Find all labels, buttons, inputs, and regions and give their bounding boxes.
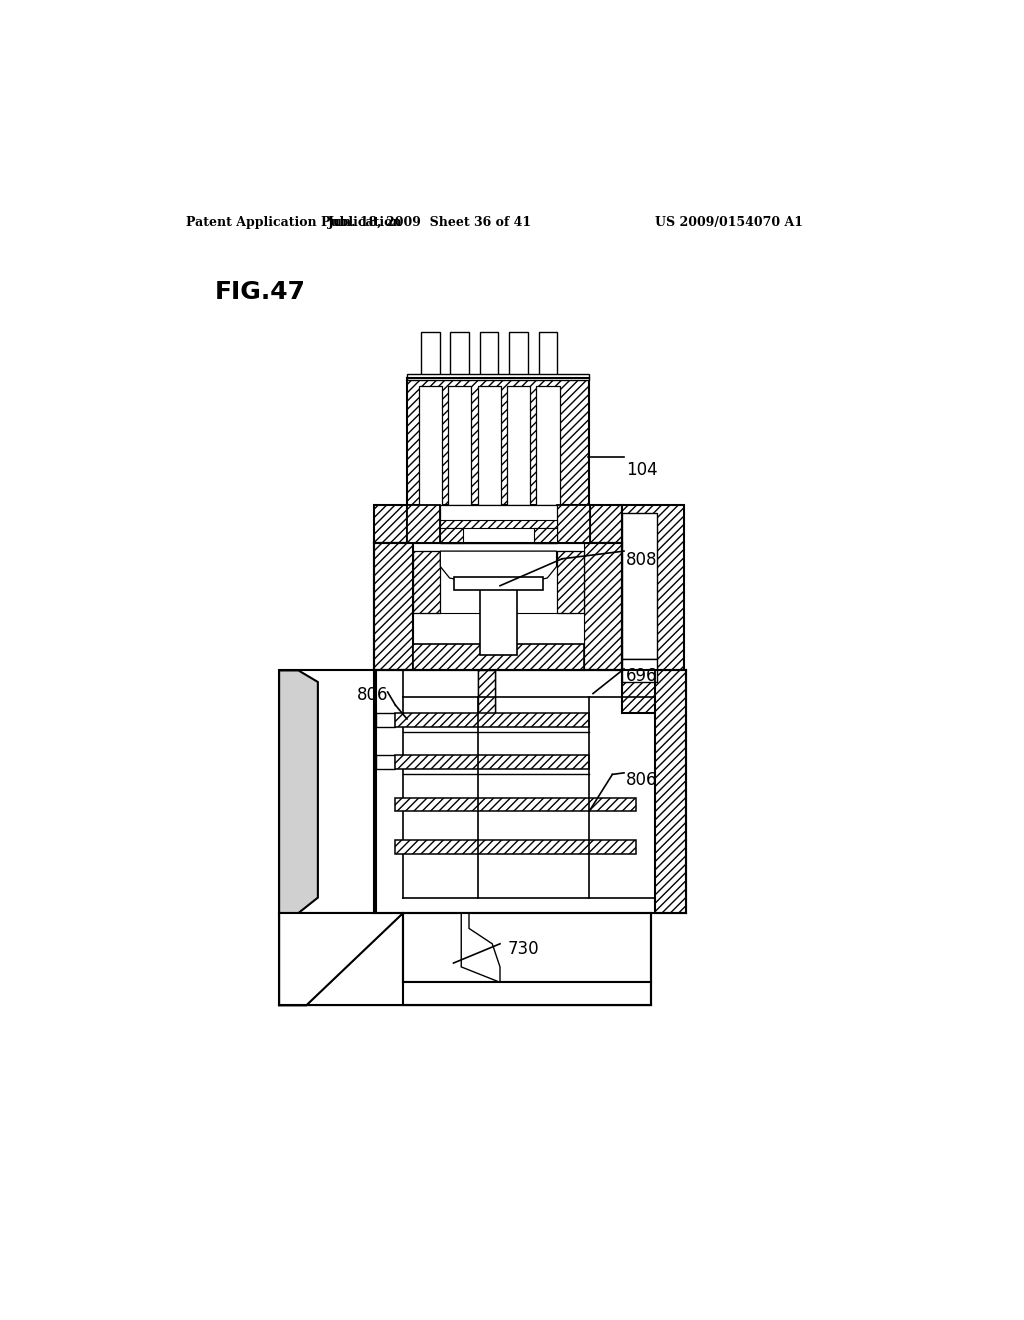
Bar: [655, 671, 686, 913]
Polygon shape: [306, 913, 651, 1006]
Bar: [480, 578, 517, 655]
Text: 806: 806: [356, 686, 388, 704]
Text: 696: 696: [627, 667, 657, 685]
Polygon shape: [440, 552, 557, 583]
Bar: [557, 506, 590, 544]
Text: 730: 730: [508, 940, 540, 958]
Bar: [407, 374, 589, 380]
Bar: [590, 506, 623, 544]
Bar: [451, 331, 469, 378]
Bar: [395, 755, 589, 770]
Bar: [421, 552, 575, 612]
Text: 808: 808: [627, 552, 657, 569]
Bar: [535, 528, 557, 544]
Bar: [557, 552, 584, 612]
Bar: [414, 544, 584, 671]
Bar: [478, 671, 496, 717]
Bar: [477, 385, 501, 506]
Bar: [395, 797, 636, 812]
Text: 104: 104: [627, 461, 658, 479]
Bar: [623, 506, 684, 713]
Bar: [454, 577, 544, 590]
Bar: [439, 506, 557, 544]
Bar: [376, 713, 395, 726]
Bar: [375, 506, 407, 544]
Bar: [375, 544, 414, 671]
Text: Patent Application Publication: Patent Application Publication: [186, 216, 401, 230]
Bar: [537, 385, 560, 506]
Bar: [419, 385, 442, 506]
Bar: [439, 520, 557, 528]
Bar: [439, 528, 463, 544]
Bar: [584, 544, 623, 671]
Bar: [395, 840, 636, 854]
Bar: [403, 913, 651, 982]
Polygon shape: [280, 913, 403, 1006]
Bar: [407, 506, 439, 544]
Bar: [376, 755, 395, 770]
Bar: [414, 552, 440, 612]
Bar: [539, 331, 557, 378]
Polygon shape: [280, 671, 317, 913]
Bar: [623, 659, 657, 682]
Bar: [421, 331, 439, 378]
Bar: [395, 713, 589, 726]
Bar: [449, 385, 471, 506]
Polygon shape: [461, 913, 500, 982]
Bar: [407, 378, 589, 506]
Text: 806: 806: [627, 771, 657, 788]
Text: Jun. 18, 2009  Sheet 36 of 41: Jun. 18, 2009 Sheet 36 of 41: [328, 216, 532, 230]
Bar: [414, 644, 584, 671]
Bar: [507, 385, 530, 506]
Text: FIG.47: FIG.47: [215, 280, 306, 304]
Bar: [480, 331, 499, 378]
Bar: [509, 331, 528, 378]
Bar: [403, 982, 651, 1006]
Text: US 2009/0154070 A1: US 2009/0154070 A1: [655, 216, 803, 230]
Bar: [623, 512, 657, 659]
Bar: [280, 671, 376, 913]
Bar: [478, 671, 496, 717]
